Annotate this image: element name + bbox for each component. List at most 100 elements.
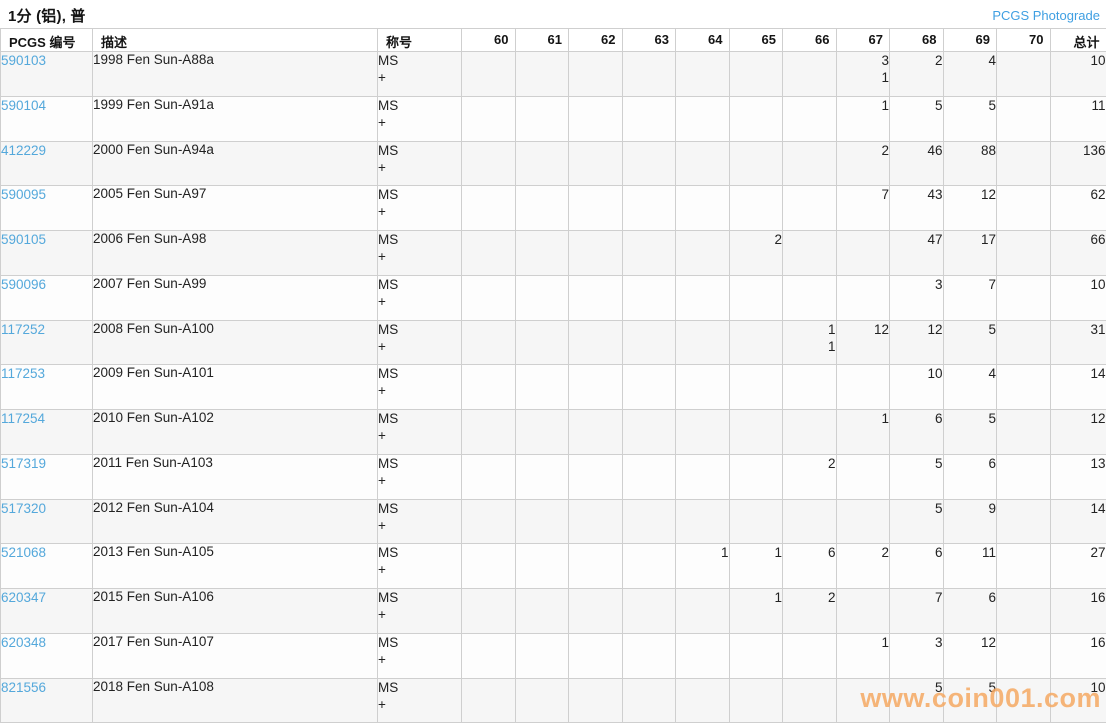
pcgs-number-link[interactable]: 620347	[1, 590, 46, 605]
grade-63-cell	[622, 589, 676, 634]
designation-cell: MS+	[378, 410, 462, 455]
grade-66-cell	[783, 678, 837, 723]
total-cell: 10	[1050, 678, 1106, 723]
pcgs-number-cell: 590103	[1, 52, 93, 97]
designation-cell: MS+	[378, 320, 462, 365]
grade-63-cell	[622, 544, 676, 589]
column-header-68: 68	[890, 29, 944, 52]
grade-62-cell	[569, 275, 623, 320]
pcgs-number-link[interactable]: 517319	[1, 456, 46, 471]
grade-63-cell	[622, 365, 676, 410]
grade-65-cell: 2	[729, 231, 783, 276]
grade-63-cell	[622, 320, 676, 365]
grade-67-cell: 1	[836, 633, 890, 678]
pcgs-number-link[interactable]: 517320	[1, 501, 46, 516]
description-cell: 2015 Fen Sun-A106	[93, 589, 378, 634]
grade-61-cell	[515, 678, 569, 723]
grade-62-cell	[569, 320, 623, 365]
total-cell: 31	[1050, 320, 1106, 365]
designation-cell: MS+	[378, 96, 462, 141]
grade-66-cell	[783, 365, 837, 410]
pcgs-number-link[interactable]: 590105	[1, 232, 46, 247]
grade-69-cell: 17	[943, 231, 997, 276]
pcgs-number-cell: 590095	[1, 186, 93, 231]
grade-66-cell	[783, 275, 837, 320]
grade-67-cell	[836, 275, 890, 320]
grade-66-cell: 2	[783, 454, 837, 499]
grade-64-cell	[676, 678, 730, 723]
grade-70-cell	[997, 544, 1051, 589]
pcgs-number-link[interactable]: 590095	[1, 187, 46, 202]
grade-68-cell: 6	[890, 410, 944, 455]
grade-69-cell: 7	[943, 275, 997, 320]
pcgs-number-cell: 620347	[1, 589, 93, 634]
designation-cell: MS+	[378, 544, 462, 589]
grade-68-cell: 12	[890, 320, 944, 365]
grade-70-cell	[997, 320, 1051, 365]
pcgs-number-cell: 517319	[1, 454, 93, 499]
grade-64-cell: 1	[676, 544, 730, 589]
grade-60-cell	[462, 96, 516, 141]
grade-64-cell	[676, 410, 730, 455]
grade-66-cell	[783, 186, 837, 231]
pcgs-number-cell: 620348	[1, 633, 93, 678]
photograde-link[interactable]: PCGS Photograde	[992, 8, 1100, 23]
pcgs-number-cell: 517320	[1, 499, 93, 544]
column-header-65: 65	[729, 29, 783, 52]
grade-70-cell	[997, 52, 1051, 97]
column-header-67: 67	[836, 29, 890, 52]
description-cell: 2008 Fen Sun-A100	[93, 320, 378, 365]
grade-69-cell: 88	[943, 141, 997, 186]
grade-67-cell: 7	[836, 186, 890, 231]
grade-60-cell	[462, 544, 516, 589]
grade-66-cell	[783, 633, 837, 678]
column-header-60: 60	[462, 29, 516, 52]
total-cell: 66	[1050, 231, 1106, 276]
column-header-pcgs-no: PCGS 编号	[1, 29, 93, 52]
description-cell: 2009 Fen Sun-A101	[93, 365, 378, 410]
grade-68-cell: 3	[890, 633, 944, 678]
pcgs-number-link[interactable]: 117253	[1, 366, 45, 381]
designation-cell: MS+	[378, 589, 462, 634]
column-header-62: 62	[569, 29, 623, 52]
pcgs-number-cell: 590105	[1, 231, 93, 276]
grade-61-cell	[515, 141, 569, 186]
grade-62-cell	[569, 141, 623, 186]
column-header-designation: 称号	[378, 29, 462, 52]
designation-cell: MS+	[378, 52, 462, 97]
grade-65-cell	[729, 410, 783, 455]
pcgs-number-link[interactable]: 117254	[1, 411, 45, 426]
total-cell: 11	[1050, 96, 1106, 141]
grade-60-cell	[462, 499, 516, 544]
pcgs-number-link[interactable]: 590096	[1, 277, 46, 292]
grade-68-cell: 43	[890, 186, 944, 231]
pcgs-number-link[interactable]: 590104	[1, 98, 46, 113]
page-title: 1分 (铝), 普	[8, 5, 86, 26]
grade-66-cell: 2	[783, 589, 837, 634]
grade-70-cell	[997, 141, 1051, 186]
grade-67-cell	[836, 589, 890, 634]
grade-69-cell: 9	[943, 499, 997, 544]
grade-68-cell: 6	[890, 544, 944, 589]
description-cell: 2018 Fen Sun-A108	[93, 678, 378, 723]
pcgs-number-link[interactable]: 620348	[1, 635, 46, 650]
column-header-66: 66	[783, 29, 837, 52]
pcgs-number-link[interactable]: 117252	[1, 322, 45, 337]
grade-60-cell	[462, 320, 516, 365]
pcgs-number-link[interactable]: 521068	[1, 545, 46, 560]
pcgs-number-cell: 117254	[1, 410, 93, 455]
pcgs-number-link[interactable]: 412229	[1, 143, 46, 158]
pcgs-number-cell: 117252	[1, 320, 93, 365]
grade-68-cell: 5	[890, 499, 944, 544]
grade-64-cell	[676, 186, 730, 231]
grade-69-cell: 4	[943, 365, 997, 410]
pcgs-number-link[interactable]: 821556	[1, 680, 46, 695]
grade-64-cell	[676, 589, 730, 634]
grade-60-cell	[462, 275, 516, 320]
grade-65-cell	[729, 678, 783, 723]
grade-62-cell	[569, 365, 623, 410]
pcgs-number-link[interactable]: 590103	[1, 53, 46, 68]
